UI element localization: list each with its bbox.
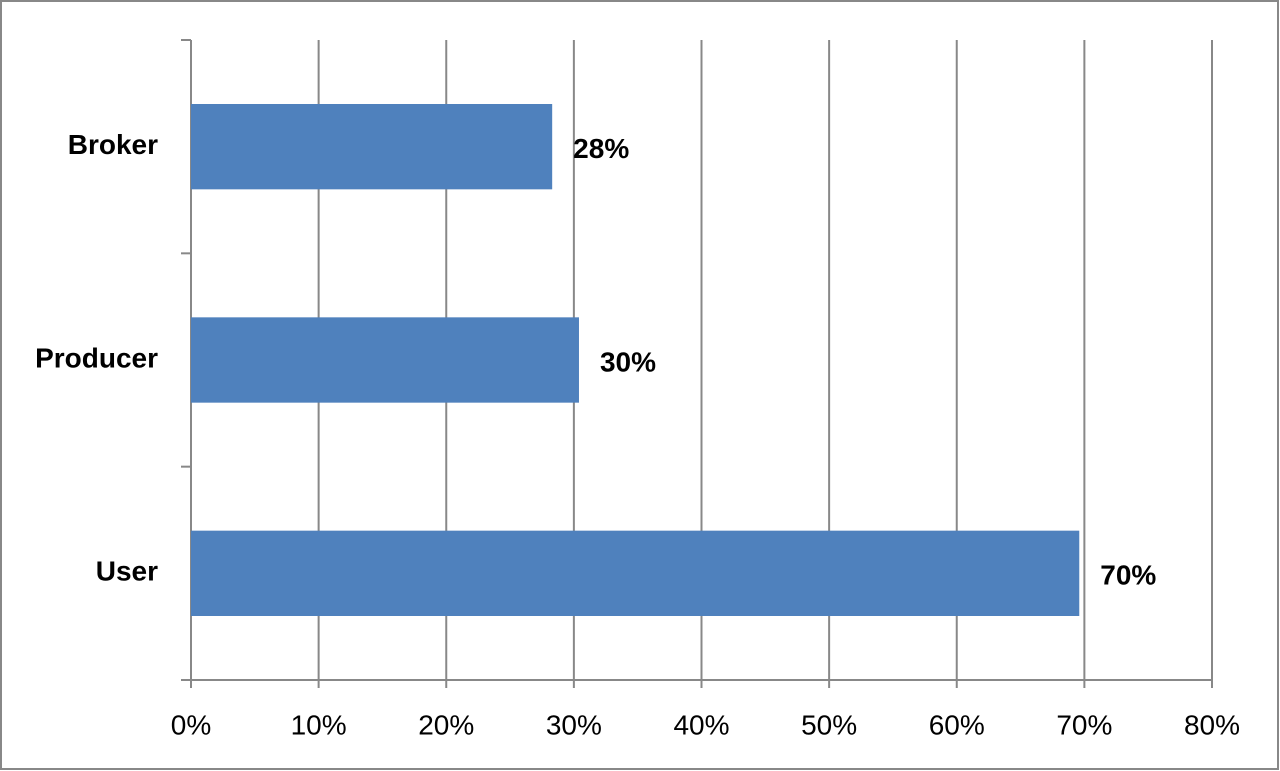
x-tick-label: 30% [546, 709, 602, 740]
x-tick-label: 10% [291, 709, 347, 740]
y-tick-label: Producer [35, 342, 158, 373]
x-tick-label: 40% [673, 709, 729, 740]
value-label: 70% [1100, 560, 1156, 591]
y-tick-label: Broker [68, 129, 158, 160]
x-tick-label: 60% [929, 709, 985, 740]
x-tick-label: 0% [171, 709, 211, 740]
bar [191, 530, 1080, 616]
bar [191, 104, 553, 190]
value-label: 30% [600, 346, 656, 377]
bar [191, 317, 579, 403]
x-tick-label: 50% [801, 709, 857, 740]
value-label: 28% [573, 133, 629, 164]
x-tick-label: 70% [1056, 709, 1112, 740]
x-tick-label: 20% [418, 709, 474, 740]
x-tick-label: 80% [1184, 709, 1240, 740]
y-tick-label: User [96, 556, 158, 587]
